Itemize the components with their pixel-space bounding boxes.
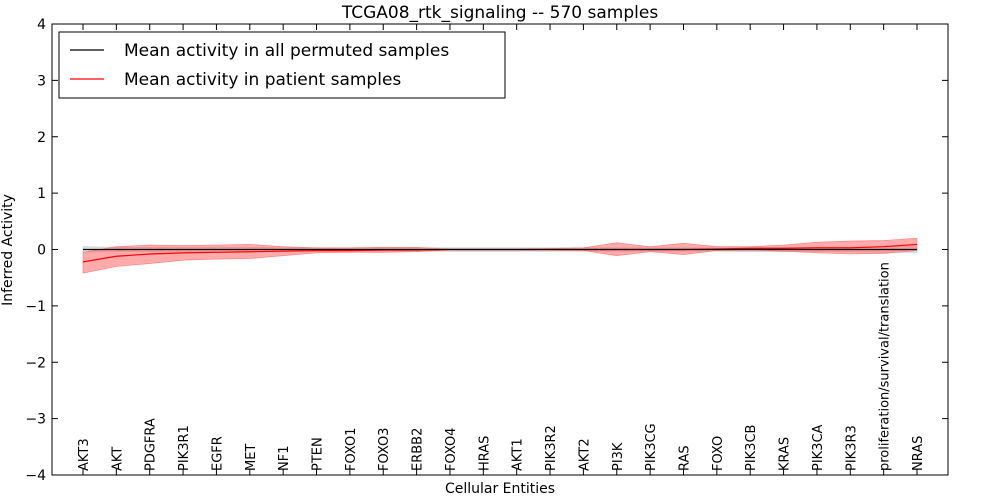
x-tick-label: PIK3CG xyxy=(644,423,659,471)
legend-label-permuted: Mean activity in all permuted samples xyxy=(124,41,449,61)
x-tick-label: PI3K xyxy=(611,442,626,471)
x-tick-label: MET xyxy=(244,444,259,471)
series-lines xyxy=(82,243,918,263)
x-tick-label: FOXO1 xyxy=(344,428,359,471)
legend: Mean activity in all permuted samples Me… xyxy=(58,31,506,99)
x-tick-label: AKT2 xyxy=(577,438,592,471)
y-tick-label: −3 xyxy=(25,412,46,428)
x-tick-label: FOXO4 xyxy=(444,428,459,471)
y-tick-label: −1 xyxy=(25,299,46,315)
chart-title: TCGA08_rtk_signaling -- 570 samples xyxy=(341,3,659,23)
y-tick-label: 4 xyxy=(37,17,46,33)
x-tick-label: EGFR xyxy=(210,436,225,471)
y-axis-ticks: −4 −3 −2 −1 0 1 2 3 4 xyxy=(25,17,948,484)
x-tick-label: PIK3R3 xyxy=(844,425,859,471)
x-tick-label: PIK3R1 xyxy=(177,425,192,471)
x-tick-label: AKT xyxy=(110,447,125,471)
y-tick-label: −2 xyxy=(25,355,46,371)
x-tick-label: PIK3CA xyxy=(811,424,826,471)
x-tick-label: NRAS xyxy=(911,436,926,471)
x-tick-label: AKT3 xyxy=(77,438,92,471)
x-tick-label: FOXO xyxy=(711,436,726,471)
x-tick-label: proliferation/survival/translation xyxy=(878,262,893,471)
y-tick-label: −4 xyxy=(25,468,46,484)
y-tick-label: 1 xyxy=(37,186,46,202)
x-axis-label: Cellular Entities xyxy=(445,481,555,497)
x-tick-label: FOXO3 xyxy=(377,428,392,471)
x-tick-label: ERBB2 xyxy=(411,428,426,471)
y-tick-label: 2 xyxy=(37,130,46,146)
x-tick-label: RAS xyxy=(677,445,692,471)
x-tick-label: PTEN xyxy=(311,437,326,471)
x-tick-label: PIK3CB xyxy=(744,425,759,471)
y-tick-label: 0 xyxy=(37,243,46,259)
x-tick-label: AKT1 xyxy=(511,438,526,471)
x-tick-label: NF1 xyxy=(277,446,292,471)
band-series-1 xyxy=(82,237,918,274)
legend-label-patient: Mean activity in patient samples xyxy=(124,70,401,90)
y-axis-label: Inferred Activity xyxy=(0,194,16,306)
y-tick-label: 3 xyxy=(37,73,46,89)
x-tick-label: PIK3R2 xyxy=(544,425,559,471)
x-tick-label: KRAS xyxy=(778,437,793,471)
legend-box xyxy=(58,31,506,99)
x-tick-label: HRAS xyxy=(477,436,492,471)
x-axis-ticks: AKT3 AKT PDGFRA PIK3R1 EGFR MET NF1 PTEN FOXO1 FO… xyxy=(77,24,926,475)
x-tick-label: PDGFRA xyxy=(144,418,159,471)
